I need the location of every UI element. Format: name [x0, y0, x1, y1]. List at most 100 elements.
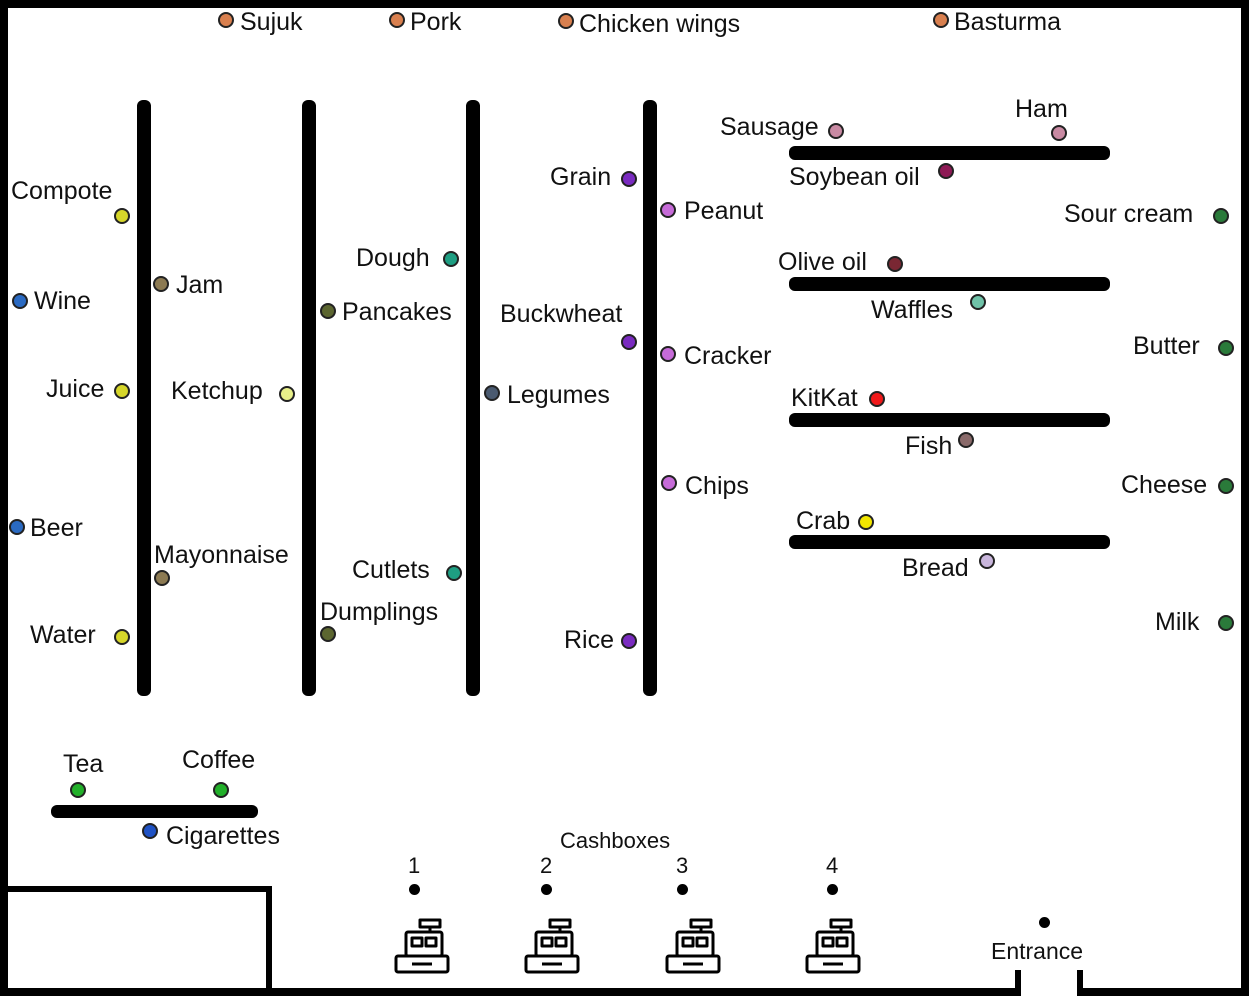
- cashbox-number-3: 3: [676, 853, 689, 878]
- kitkat-marker: [869, 391, 885, 407]
- cashbox-number-2: 2: [540, 853, 553, 878]
- wall-right: [1241, 0, 1249, 996]
- wall-left: [0, 0, 8, 996]
- wine-marker: [12, 293, 28, 309]
- shelf-horizontal-3: [789, 413, 1110, 427]
- tea-marker: [70, 782, 86, 798]
- buckwheat-marker: [621, 334, 637, 350]
- jam-marker: [153, 276, 169, 292]
- shelf-vertical-2: [302, 100, 316, 696]
- fish-label: Fish: [905, 432, 953, 460]
- waffles-label: Waffles: [871, 296, 953, 324]
- sausage-label: Sausage: [720, 113, 819, 141]
- cracker-marker: [660, 346, 676, 362]
- entrance-point: [1039, 917, 1050, 928]
- pancakes-marker: [320, 303, 336, 319]
- coffee-marker: [213, 782, 229, 798]
- cashbox-3-point: [677, 884, 688, 895]
- chips-marker: [661, 475, 677, 491]
- shelf-horizontal-2: [789, 277, 1110, 291]
- cracker-label: Cracker: [684, 342, 772, 370]
- soybean-oil-marker: [938, 163, 954, 179]
- shelf-horizontal-5: [51, 805, 258, 818]
- rice-label: Rice: [564, 626, 615, 654]
- bread-marker: [979, 553, 995, 569]
- pork-label: Pork: [410, 8, 462, 36]
- ketchup-label: Ketchup: [171, 377, 263, 405]
- water-marker: [114, 629, 130, 645]
- pancakes-label: Pancakes: [342, 298, 452, 326]
- storage-room-wall-right: [266, 886, 272, 996]
- sour-cream-marker: [1213, 208, 1229, 224]
- cashbox-2-point: [541, 884, 552, 895]
- shelf-horizontal-1: [789, 146, 1110, 160]
- cheese-marker: [1218, 478, 1234, 494]
- mayonnaise-label: Mayonnaise: [154, 541, 289, 569]
- storage-room-wall-top: [0, 886, 272, 892]
- crab-label: Crab: [796, 507, 851, 535]
- dough-marker: [443, 251, 459, 267]
- wine-label: Wine: [34, 287, 91, 315]
- buckwheat-label: Buckwheat: [500, 300, 623, 328]
- wall-bottom-left: [0, 988, 1020, 996]
- milk-marker: [1218, 615, 1234, 631]
- cashbox-number-4: 4: [826, 853, 839, 878]
- dumplings-marker: [320, 626, 336, 642]
- basturma-marker: [933, 12, 949, 28]
- waffles-marker: [970, 294, 986, 310]
- beer-label: Beer: [30, 514, 83, 542]
- cashbox-1-point: [409, 884, 420, 895]
- sausage-marker: [828, 123, 844, 139]
- entrance-post-left: [1015, 970, 1021, 996]
- ham-marker: [1051, 125, 1067, 141]
- shelf-vertical-1: [137, 100, 151, 696]
- basturma-label: Basturma: [954, 8, 1061, 36]
- shelf-vertical-3: [466, 100, 480, 696]
- cutlets-marker: [446, 565, 462, 581]
- chicken-wings-marker: [558, 13, 574, 29]
- mayonnaise-marker: [154, 570, 170, 586]
- dough-label: Dough: [356, 244, 430, 272]
- butter-marker: [1218, 340, 1234, 356]
- cashbox-4-point: [827, 884, 838, 895]
- chicken-wings-label: Chicken wings: [579, 10, 741, 38]
- wall-top: [0, 0, 1249, 8]
- ketchup-marker: [279, 386, 295, 402]
- sujuk-marker: [218, 12, 234, 28]
- legumes-label: Legumes: [507, 381, 610, 409]
- compote-marker: [114, 208, 130, 224]
- peanut-label: Peanut: [684, 197, 764, 225]
- sour-cream-label: Sour cream: [1064, 200, 1194, 228]
- cigarettes-label: Cigarettes: [166, 822, 280, 850]
- shelf-horizontal-4: [789, 535, 1110, 549]
- jam-label: Jam: [176, 271, 224, 299]
- juice-marker: [114, 383, 130, 399]
- beer-marker: [9, 519, 25, 535]
- fish-marker: [958, 432, 974, 448]
- chips-label: Chips: [685, 472, 749, 500]
- olive-oil-marker: [887, 256, 903, 272]
- cash-register-icon: [665, 918, 721, 974]
- peanut-marker: [660, 202, 676, 218]
- cash-register-icon: [394, 918, 450, 974]
- entrance-post-right: [1077, 970, 1083, 996]
- grain-marker: [621, 171, 637, 187]
- entrance-label: Entrance: [991, 938, 1084, 964]
- crab-marker: [858, 514, 874, 530]
- compote-label: Compote: [11, 177, 113, 205]
- tea-label: Tea: [63, 750, 104, 778]
- legumes-marker: [484, 385, 500, 401]
- milk-label: Milk: [1155, 608, 1200, 636]
- pork-marker: [389, 12, 405, 28]
- cashboxes-title: Cashboxes: [560, 828, 671, 853]
- cutlets-label: Cutlets: [352, 556, 430, 584]
- cash-register-icon: [805, 918, 861, 974]
- sujuk-label: Sujuk: [240, 8, 303, 36]
- bread-label: Bread: [902, 554, 969, 582]
- soybean-oil-label: Soybean oil: [789, 163, 920, 191]
- kitkat-label: KitKat: [791, 384, 858, 412]
- cheese-label: Cheese: [1121, 471, 1208, 499]
- cigarettes-marker: [142, 823, 158, 839]
- wall-bottom-right: [1078, 988, 1249, 996]
